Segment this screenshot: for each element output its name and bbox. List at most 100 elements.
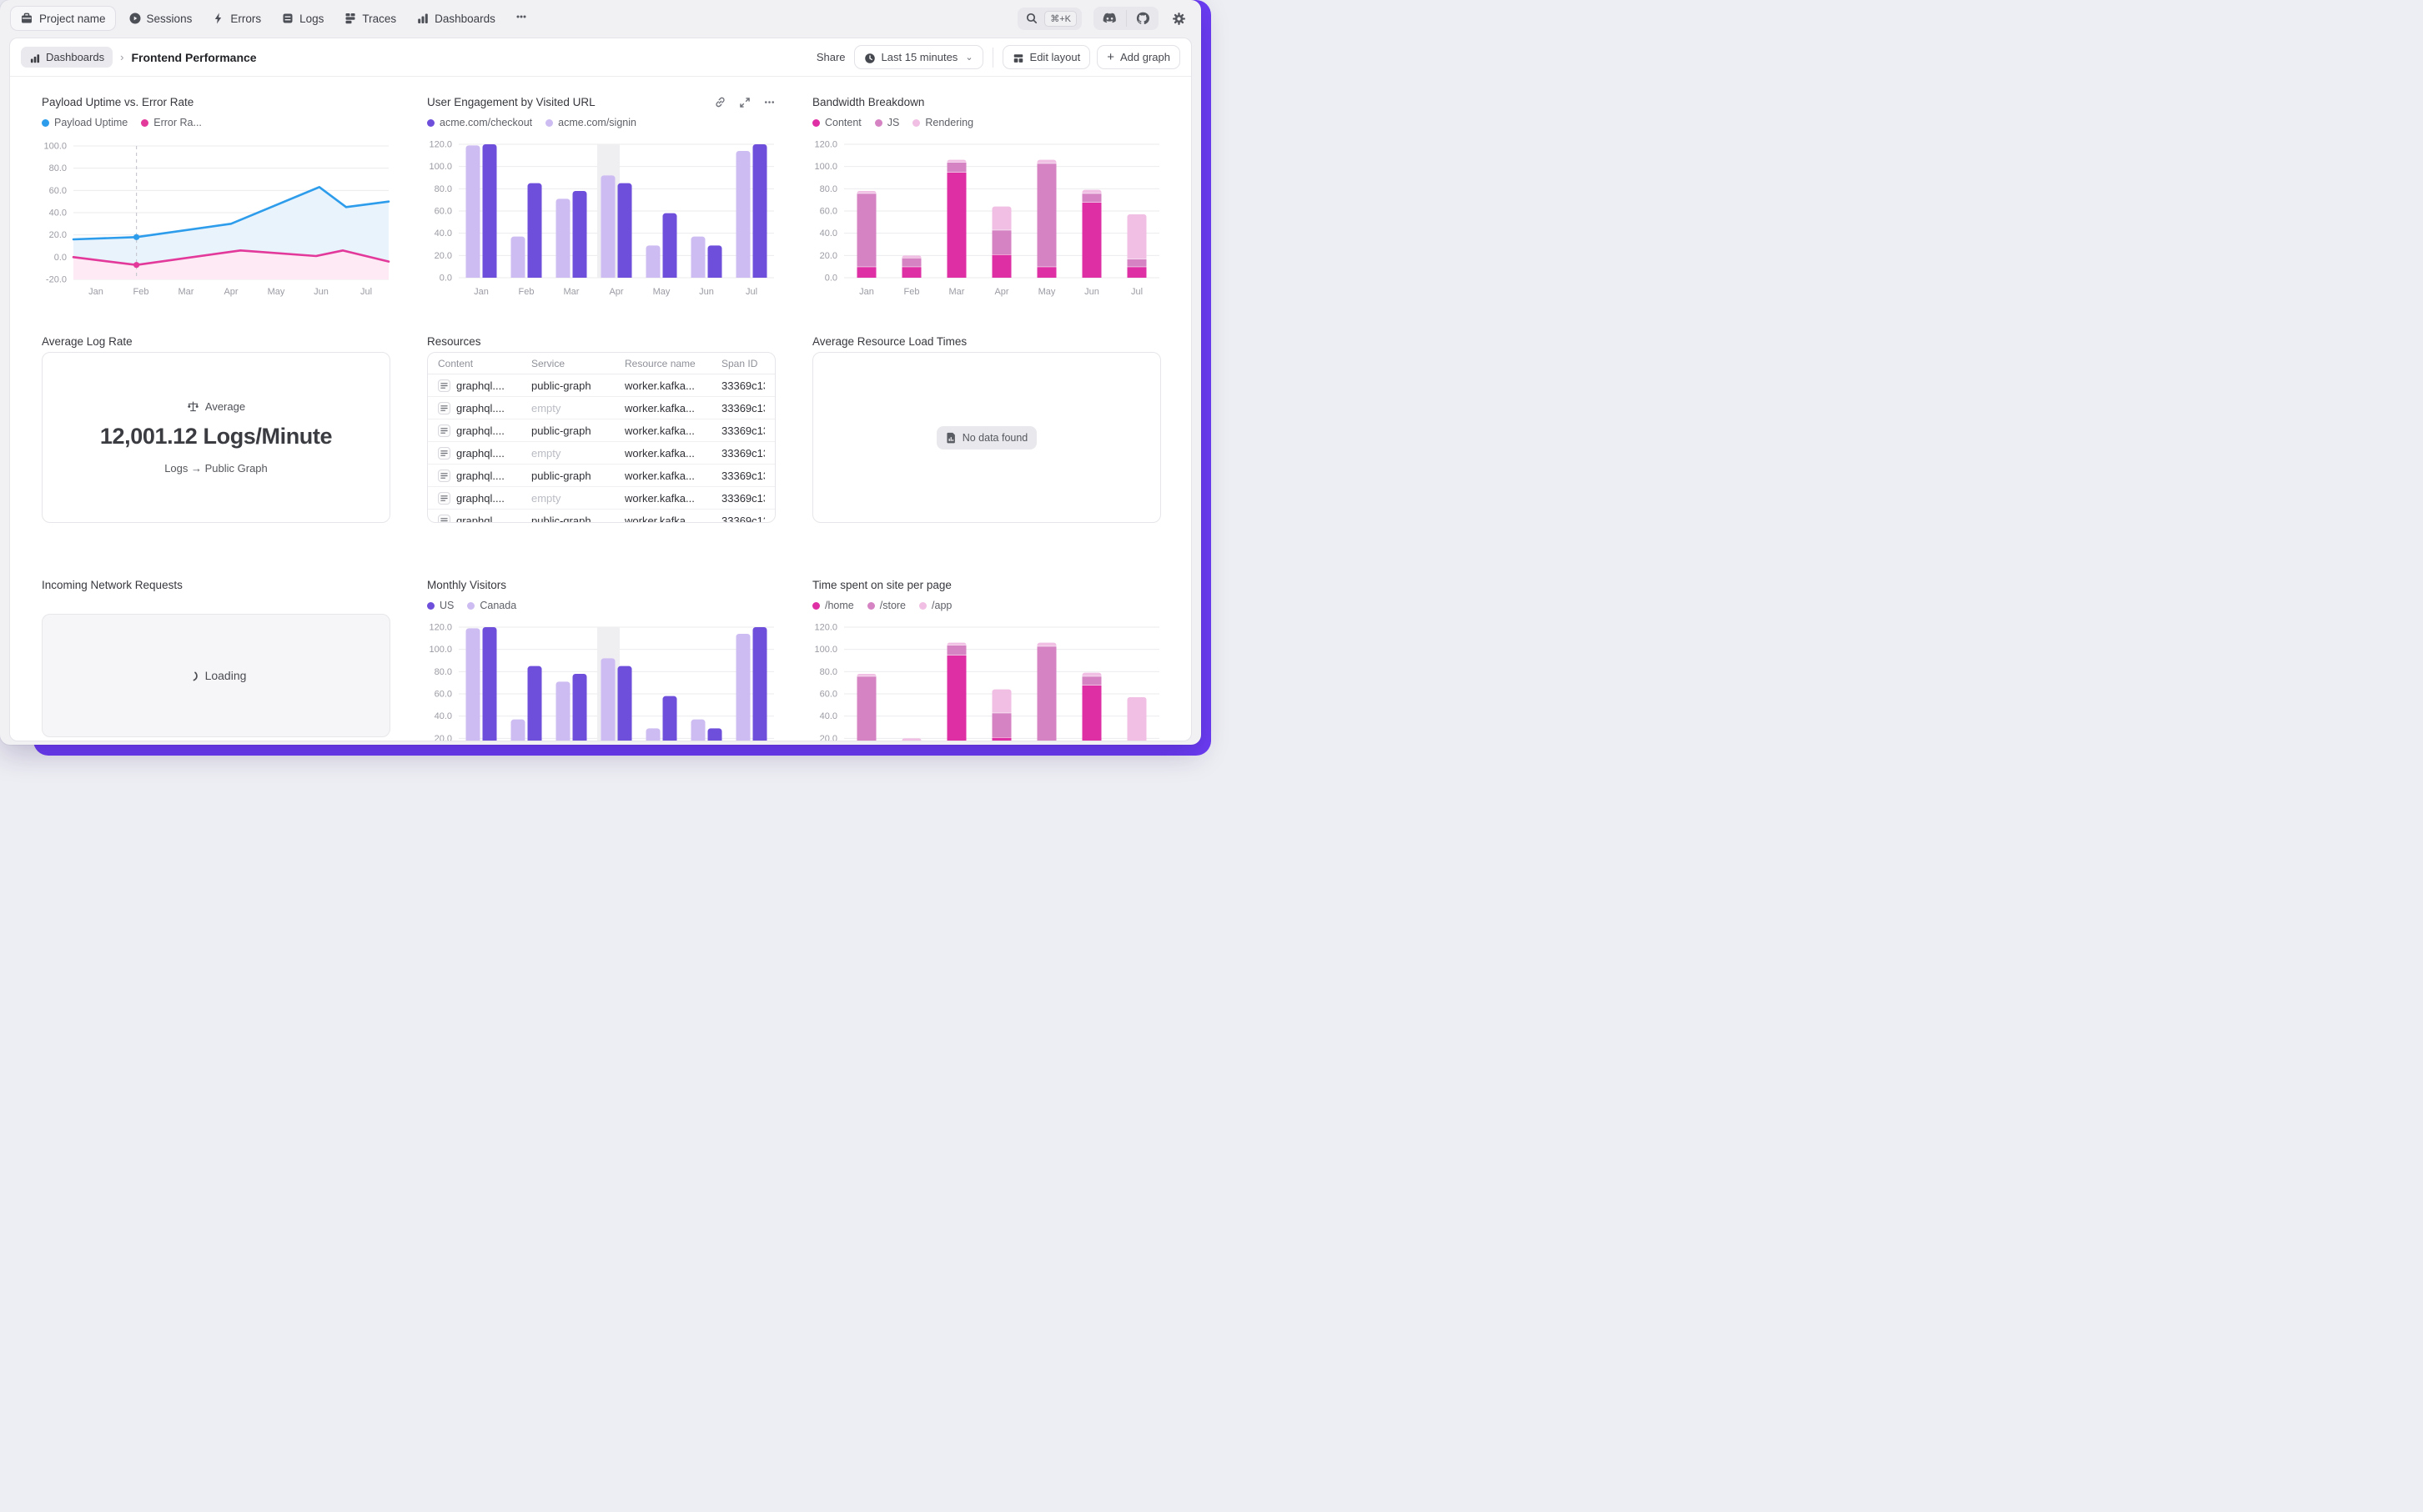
col-content[interactable]: Content (438, 357, 474, 369)
nav-item-dashboards[interactable]: Dashboards (409, 7, 503, 30)
legend-item[interactable]: acme.com/signin (545, 117, 636, 128)
svg-text:Mar: Mar (949, 287, 965, 297)
table-row[interactable]: graphql....empty worker.kafka... 33369c138… (428, 397, 775, 419)
edit-layout-button[interactable]: Edit layout (1002, 45, 1091, 69)
legend-item[interactable]: /store (867, 600, 906, 611)
legend-dot-icon (912, 118, 921, 127)
engagement-bar-chart[interactable]: 120.0 100.0 80.0 60.0 40.0 20.0 0.0 Jan Feb Mar Ap… (427, 134, 776, 301)
nav-item-traces[interactable]: Traces (336, 7, 404, 30)
svg-text:Jan: Jan (88, 287, 103, 297)
table-row[interactable]: graphql....empty worker.kafka... 33369c138… (428, 442, 775, 465)
nav-more-button[interactable] (508, 5, 535, 33)
legend-dot-icon (42, 118, 49, 127)
legend-item[interactable]: acme.com/checkout (427, 117, 532, 128)
traces-stack-icon (344, 12, 357, 25)
breadcrumb-root-label: Dashboards (46, 51, 105, 63)
legend-item[interactable]: Rendering (912, 117, 973, 128)
search-button[interactable]: ⌘+K (1018, 7, 1082, 30)
nav-item-logs[interactable]: Logs (274, 7, 331, 30)
svg-text:Feb: Feb (519, 287, 535, 297)
legend-item[interactable]: /app (919, 600, 952, 611)
svg-text:20.0: 20.0 (820, 734, 837, 741)
edit-layout-label: Edit layout (1029, 51, 1081, 63)
ellipsis-icon (516, 15, 526, 18)
loading-label: Loading (204, 669, 247, 682)
table-row[interactable]: graphql.... public-graph worker.kafka... 33… (428, 374, 775, 397)
cell-content: graphql.... (438, 491, 531, 505)
graph-card-network: Incoming Network Requests Loading (42, 578, 390, 741)
legend-dot-icon (545, 118, 554, 127)
legend-item[interactable]: Payload Uptime (42, 117, 128, 128)
log-rate-panel[interactable]: Average 12,001.12 Logs/Minute Logs → Pub… (42, 352, 390, 523)
svg-text:60.0: 60.0 (435, 207, 452, 217)
svg-text:Apr: Apr (224, 287, 238, 297)
project-switcher-button[interactable]: Project name (10, 6, 116, 31)
svg-text:60.0: 60.0 (49, 186, 67, 196)
dashboard-grid: Payload Uptime vs. Error Rate Payload Up… (10, 77, 1191, 741)
graph-card-uptime: Payload Uptime vs. Error Rate Payload Up… (42, 95, 390, 301)
svg-text:80.0: 80.0 (49, 163, 67, 173)
table-row[interactable]: graphql.... public-graph worker.kafka... 33… (428, 465, 775, 487)
legend-item[interactable]: Content (812, 117, 862, 128)
col-span-id[interactable]: Span ID (721, 357, 758, 369)
bandwidth-stacked-chart[interactable]: 120.0 100.0 80.0 60.0 40.0 20.0 0.0 Jan Feb Mar Ap… (812, 134, 1161, 301)
add-graph-button[interactable]: + Add graph (1097, 45, 1180, 69)
clock-icon (864, 52, 876, 63)
search-icon (1025, 12, 1038, 25)
nav-item-errors[interactable]: Errors (204, 7, 269, 30)
add-graph-label: Add graph (1120, 51, 1170, 63)
table-row[interactable]: graphql.... public-graph worker.kafka... 33… (428, 419, 775, 442)
svg-text:May: May (268, 287, 285, 297)
cell-resource-name: worker.kafka... (625, 401, 695, 414)
scales-icon (188, 401, 199, 412)
uptime-error-line-chart[interactable]: 100.0 80.0 60.0 40.0 20.0 0.0 -20.0 Jan Feb Mar Ap… (42, 134, 390, 301)
expand-icon[interactable] (739, 97, 751, 108)
svg-text:Jul: Jul (746, 287, 757, 297)
svg-text:100.0: 100.0 (43, 142, 67, 152)
log-lines-icon (438, 491, 450, 505)
play-circle-icon (128, 12, 142, 25)
svg-text:100.0: 100.0 (429, 645, 452, 655)
table-row[interactable]: graphql.... public-graph worker.kafka... 33… (428, 510, 775, 523)
col-service[interactable]: Service (531, 357, 566, 369)
legend-label: /home (825, 600, 854, 611)
cell-service: empty (531, 401, 561, 414)
time-spent-stacked-chart[interactable]: 120.0100.080.060.040.020.00.0JanFebMarAp… (812, 617, 1161, 741)
breadcrumb-separator: › (120, 51, 124, 63)
discord-button[interactable] (1093, 7, 1126, 30)
share-button[interactable]: Share (816, 51, 846, 63)
visitors-bar-chart[interactable]: 120.0100.080.060.040.020.00.0JanFebMarAp… (427, 617, 776, 741)
lightning-icon (212, 12, 225, 25)
document-chart-icon (947, 432, 955, 443)
legend-label: Rendering (925, 117, 974, 128)
svg-text:20.0: 20.0 (435, 734, 452, 741)
chart-legend: /home/store/app (812, 599, 1161, 612)
svg-text:120.0: 120.0 (814, 140, 837, 150)
nav-item-sessions[interactable]: Sessions (121, 7, 200, 30)
col-resource-name[interactable]: Resource name (625, 357, 696, 369)
log-rate-caption: Logs → Public Graph (164, 462, 268, 475)
table-row[interactable]: graphql....empty worker.kafka... 33369c138… (428, 487, 775, 510)
legend-dot-icon (141, 118, 149, 127)
app-window: Project name Sessions Errors Logs Traces (0, 0, 1201, 745)
settings-button[interactable] (1172, 12, 1186, 26)
discord-icon (1103, 13, 1116, 23)
time-range-select[interactable]: Last 15 minutes ⌄ (853, 45, 983, 69)
legend-item[interactable]: Canada (467, 600, 516, 611)
cell-resource-name: worker.kafka... (625, 515, 695, 523)
svg-text:Jul: Jul (1131, 287, 1143, 297)
legend-item[interactable]: US (427, 600, 454, 611)
legend-label: Payload Uptime (54, 117, 128, 128)
legend-item[interactable]: Error Ra... (141, 117, 202, 128)
nav-item-label: Dashboards (435, 12, 495, 25)
github-button[interactable] (1127, 7, 1159, 30)
breadcrumb-dashboards-button[interactable]: Dashboards (21, 47, 113, 68)
chart-legend: Payload Uptime Error Ra... (42, 116, 390, 129)
copy-link-icon[interactable] (714, 96, 726, 108)
svg-text:May: May (1038, 287, 1056, 297)
resources-table: Content Service Resource name Span ID gr… (427, 352, 776, 523)
more-options-icon[interactable] (763, 96, 776, 108)
legend-item[interactable]: /home (812, 600, 854, 611)
svg-text:100.0: 100.0 (814, 162, 837, 172)
legend-item[interactable]: JS (874, 117, 899, 128)
